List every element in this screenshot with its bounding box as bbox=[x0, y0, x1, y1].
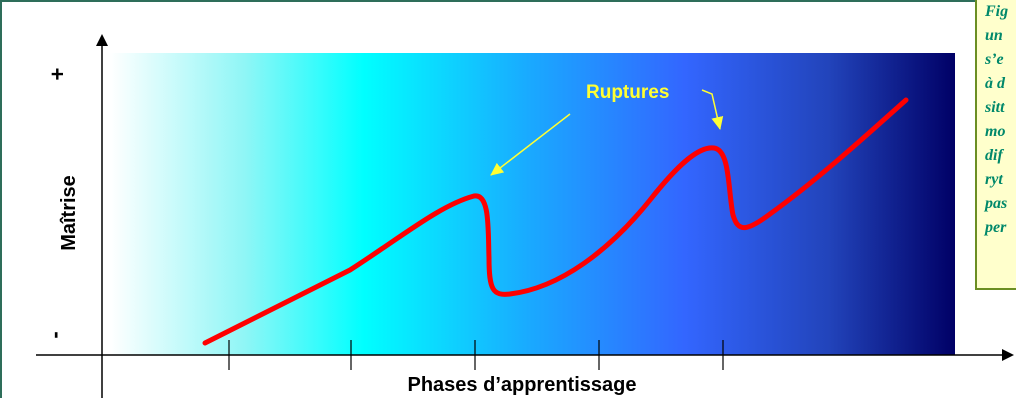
rupture-arrow-1 bbox=[490, 113, 571, 176]
side-note-box: Fig un s’e à d sitt mo dif ryt pas per bbox=[975, 0, 1016, 290]
rupture-arrow-2 bbox=[701, 89, 724, 130]
side-note-line: ryt bbox=[985, 171, 1003, 188]
side-note-line: à d bbox=[985, 75, 1005, 92]
side-note-line: sitt bbox=[985, 99, 1005, 116]
y-axis-label: Maîtrise bbox=[58, 175, 80, 251]
side-note-line: pas bbox=[985, 195, 1008, 212]
y-axis-minus-label: - bbox=[42, 331, 67, 338]
learning-curve bbox=[202, 97, 909, 346]
side-note-line: mo bbox=[985, 123, 1006, 140]
gradient-background bbox=[110, 53, 955, 355]
side-note-line: per bbox=[985, 219, 1007, 236]
y-axis-plus-label: + bbox=[45, 68, 70, 81]
side-note-line: un bbox=[985, 27, 1003, 44]
ruptures-label: Ruptures bbox=[586, 82, 669, 103]
side-note-line: dif bbox=[985, 147, 1003, 164]
x-axis-label: Phases d’apprentissage bbox=[408, 374, 637, 396]
side-note-line: Fig bbox=[985, 3, 1009, 20]
side-note-line: s’e bbox=[985, 51, 1004, 68]
